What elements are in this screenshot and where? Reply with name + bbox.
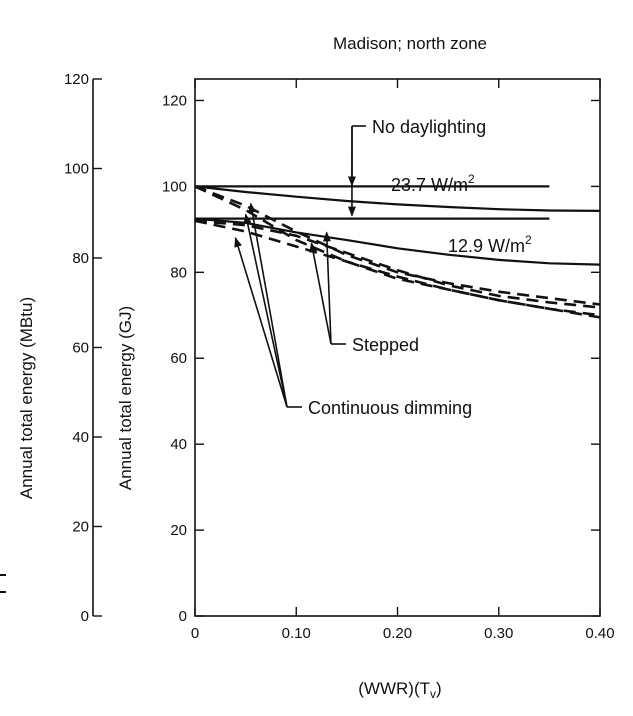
mbtu-tick-label: 60 (72, 340, 89, 357)
annotation-continuous-dimming: Continuous dimming (308, 398, 472, 418)
series-line-4-solid (194, 217, 601, 266)
annotation-23-7: 23.7 W/m2 (391, 172, 475, 195)
continuous-dimming-arrow (234, 236, 288, 408)
x-tick-label: 0.40 (585, 625, 614, 642)
x-tick-label: 0.20 (383, 625, 412, 642)
series-line-5-dashed (194, 185, 601, 306)
annotation-12-9: 12.9 W/m2 (448, 233, 532, 256)
gj-tick-label: 60 (170, 350, 187, 367)
stepped-arrow (309, 242, 332, 345)
x-tick-label: 0.10 (282, 625, 311, 642)
series-layer (194, 185, 601, 319)
x-tick-label: 0.30 (484, 625, 513, 642)
gj-tick-label: 120 (162, 92, 187, 109)
mbtu-tick-label: 0 (81, 608, 89, 625)
annotation-stepped: Stepped (352, 335, 419, 355)
gj-tick-label: 0 (179, 608, 187, 625)
series-line-8-dashed (194, 219, 601, 317)
arrows-continuous (234, 202, 302, 408)
annotation-12-9-text: 12.9 W/m (448, 236, 525, 256)
mbtu-tick-label: 120 (64, 71, 89, 88)
gj-tick-label: 40 (170, 436, 187, 453)
annotation-12-9-sup: 2 (525, 233, 532, 247)
chart-title: Madison; north zone (333, 34, 487, 53)
left-axis-ticks: 0 20 40 60 80 100 120 (64, 71, 102, 625)
continuous-dimming-arrow (248, 202, 288, 408)
gj-tick-label: 20 (170, 522, 187, 539)
annotation-23-7-sup: 2 (468, 172, 475, 186)
continuous-dimming-arrow (243, 213, 288, 408)
x-axis-label-close: ) (436, 679, 442, 698)
stepped-arrow (322, 231, 332, 345)
annotation-23-7-text: 23.7 W/m (391, 175, 468, 195)
gj-axis-ticks: 0 20 40 60 80 100 120 (162, 92, 204, 625)
mbtu-tick-label: 20 (72, 519, 89, 536)
mbtu-tick-label: 40 (72, 429, 89, 446)
arrows-stepped (309, 231, 346, 345)
left-axis-label: Annual total energy (MBtu) (17, 297, 36, 499)
gj-tick-label: 100 (162, 178, 187, 195)
arrows-no-daylighting (347, 125, 366, 217)
x-tick-label: 0 (191, 625, 199, 642)
right-axis-label: Annual total energy (GJ) (116, 306, 135, 490)
x-axis-label-main: (WWR)(T (358, 679, 430, 698)
gj-tick-label: 80 (170, 264, 187, 281)
x-axis-label-sub: v (430, 687, 436, 701)
x-axis-ticks: 0 0.10 0.20 0.30 0.40 (191, 607, 615, 642)
frame-ticks (194, 79, 601, 617)
mbtu-tick-label: 100 (64, 161, 89, 178)
series-line-7-dashed (194, 219, 601, 309)
x-axis-label: (WWR)(Tv) (358, 679, 441, 701)
mbtu-tick-label: 80 (72, 250, 89, 267)
annotation-no-daylighting: No daylighting (372, 117, 486, 137)
series-line-3-solid (194, 185, 601, 212)
